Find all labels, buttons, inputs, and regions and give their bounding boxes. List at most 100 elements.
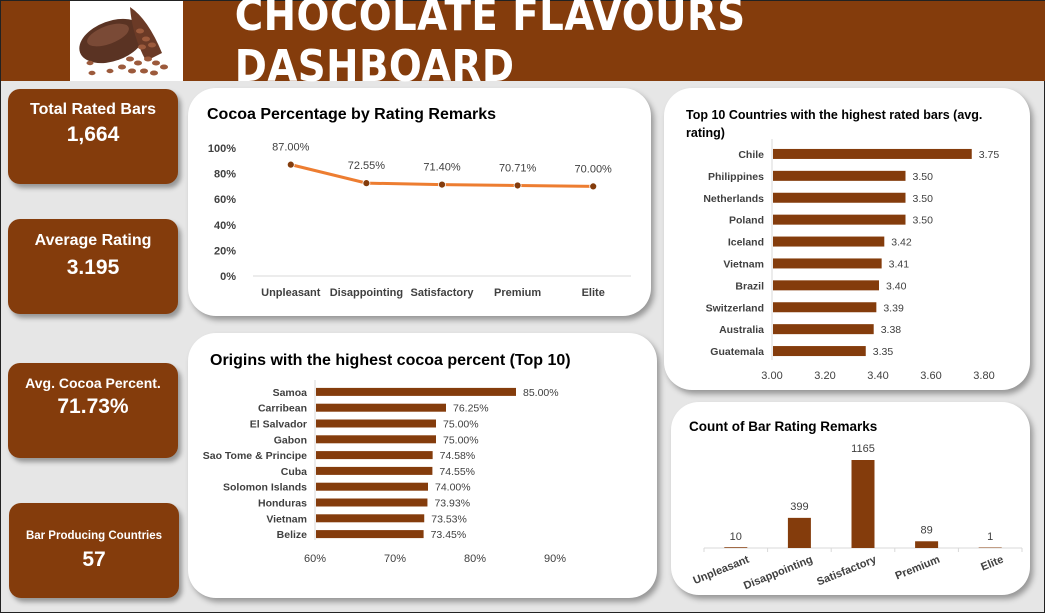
x-tick-label: 3.00 [761,370,782,382]
data-label: 70.71% [499,162,537,174]
y-tick-label: 100% [208,143,236,155]
category-label: Gabon [274,434,307,446]
x-tick-label: Elite [979,554,1005,574]
data-label: 71.40% [423,162,461,174]
kpi-label: Total Rated Bars [30,101,156,118]
count-bar-plot: 10Unpleasant399Disappointing1165Satisfac… [691,443,1023,593]
category-label: Carribean [258,403,307,415]
category-label: Vietnam [266,513,307,525]
bar [773,236,885,247]
bar [915,541,939,548]
y-tick-label: 80% [214,169,236,181]
category-label: Vietnam [723,258,764,270]
y-tick-label: 0% [220,271,236,283]
category-label: Switzerland [706,302,764,314]
kpi-label: Average Rating [34,232,152,249]
x-tick-label: 70% [384,553,406,565]
bar [316,403,446,412]
y-tick-label: 40% [214,220,236,232]
x-tick-label: 3.40 [867,370,888,382]
x-tick-label: 90% [544,553,566,565]
bar [316,514,425,523]
kpi-average-rating: Average Rating 3.195 [8,219,178,314]
bar [773,302,877,313]
cocoa-pod-icon [70,1,183,81]
kpi-total-rated-bars: Total Rated Bars 1,664 [8,89,178,184]
data-label: 72.55% [348,160,386,172]
countries-bar-plot: Chile 3.75 Philippines 3.50 Netherlands 3.50 P… [703,139,999,382]
category-label: Chile [738,149,764,161]
data-point-marker [438,180,446,189]
bar [316,482,428,491]
category-label: Guatemala [710,346,764,358]
data-label: 3.40 [886,280,907,292]
x-tick-label: 60% [304,553,326,565]
kpi-value: 3.195 [66,256,120,279]
data-label: 3.42 [891,237,912,249]
origins-cocoa-chart: Origins with the highest cocoa percent (… [188,333,657,598]
data-label: 85.00% [523,387,559,399]
data-label: 75.00% [443,434,479,446]
chart-title: Count of Bar Rating Remarks [689,419,878,434]
page-title: CHOCOLATE FLAVOURS DASHBOARD [234,0,746,92]
data-label: 74.00% [435,482,471,494]
bar [773,346,866,357]
data-label: 75.00% [443,419,479,431]
x-tick-label: 3.80 [973,370,994,382]
data-label: 70.00% [575,163,613,175]
top-countries-chart: Top 10 Countries with the highest rated … [664,88,1030,390]
kpi-value: 71.73% [57,395,129,418]
data-label: 399 [790,501,808,513]
data-label: 87.00% [272,142,310,154]
x-tick-label: Premium [894,554,942,583]
data-point-marker [513,181,522,190]
chart-title: Top 10 Countries with the highest rated … [686,108,983,140]
x-tick-label: Unpleasant [261,287,321,299]
bar [316,435,436,444]
bar [316,498,428,507]
bar [773,214,906,225]
x-tick-label: Satisfactory [411,287,475,299]
bar [773,324,874,335]
category-label: Solomon Islands [223,482,307,494]
remarks-count-chart: Count of Bar Rating Remarks 10 Unpleasant… [671,402,1030,595]
data-label: 74.58% [440,450,476,462]
data-label: 73.53% [431,513,467,525]
data-point-marker [589,182,598,191]
data-label: 3.35 [873,346,894,358]
category-label: Samoa [273,387,308,399]
chart-title: Cocoa Percentage by Rating Remarks [207,106,496,123]
data-label: 74.55% [439,466,475,478]
bar [724,547,748,548]
kpi-bar-producing-countries: Bar Producing Countries 57 [9,503,179,598]
category-label: Brazil [735,280,764,292]
category-label: Belize [277,529,308,541]
x-tick-label: Disappointing [742,554,814,593]
x-tick-label: 3.20 [814,370,835,382]
data-label: 3.41 [889,258,910,270]
category-label: Cuba [281,466,307,478]
data-label: 3.38 [881,324,902,336]
bar [773,170,906,181]
bar [316,451,433,460]
line-chart-plot: 0% 20% 40% 60% 80% 100% 87.00% Unpleasant 72.55%… [208,142,631,299]
bar [316,419,436,428]
bar [978,547,1002,548]
bar [773,280,879,291]
data-label: 3.50 [913,193,934,205]
bar [316,466,433,475]
x-tick-label: 80% [464,553,486,565]
category-label: Sao Tome & Principe [203,450,307,462]
kpi-label: Bar Producing Countries [25,530,163,542]
x-tick-label: 3.60 [920,370,941,382]
category-label: Australia [719,324,764,336]
bar [773,148,972,159]
kpi-label: Avg. Cocoa Percent. [25,375,161,391]
x-tick-label: Satisfactory [815,553,879,588]
kpi-value: 1,664 [66,123,120,146]
bar [316,387,516,396]
data-label: 3.50 [913,171,934,183]
data-label: 89 [920,524,932,536]
category-label: Honduras [258,498,307,510]
kpi-avg-cocoa-percent: Avg. Cocoa Percent. 71.73% [8,363,178,458]
